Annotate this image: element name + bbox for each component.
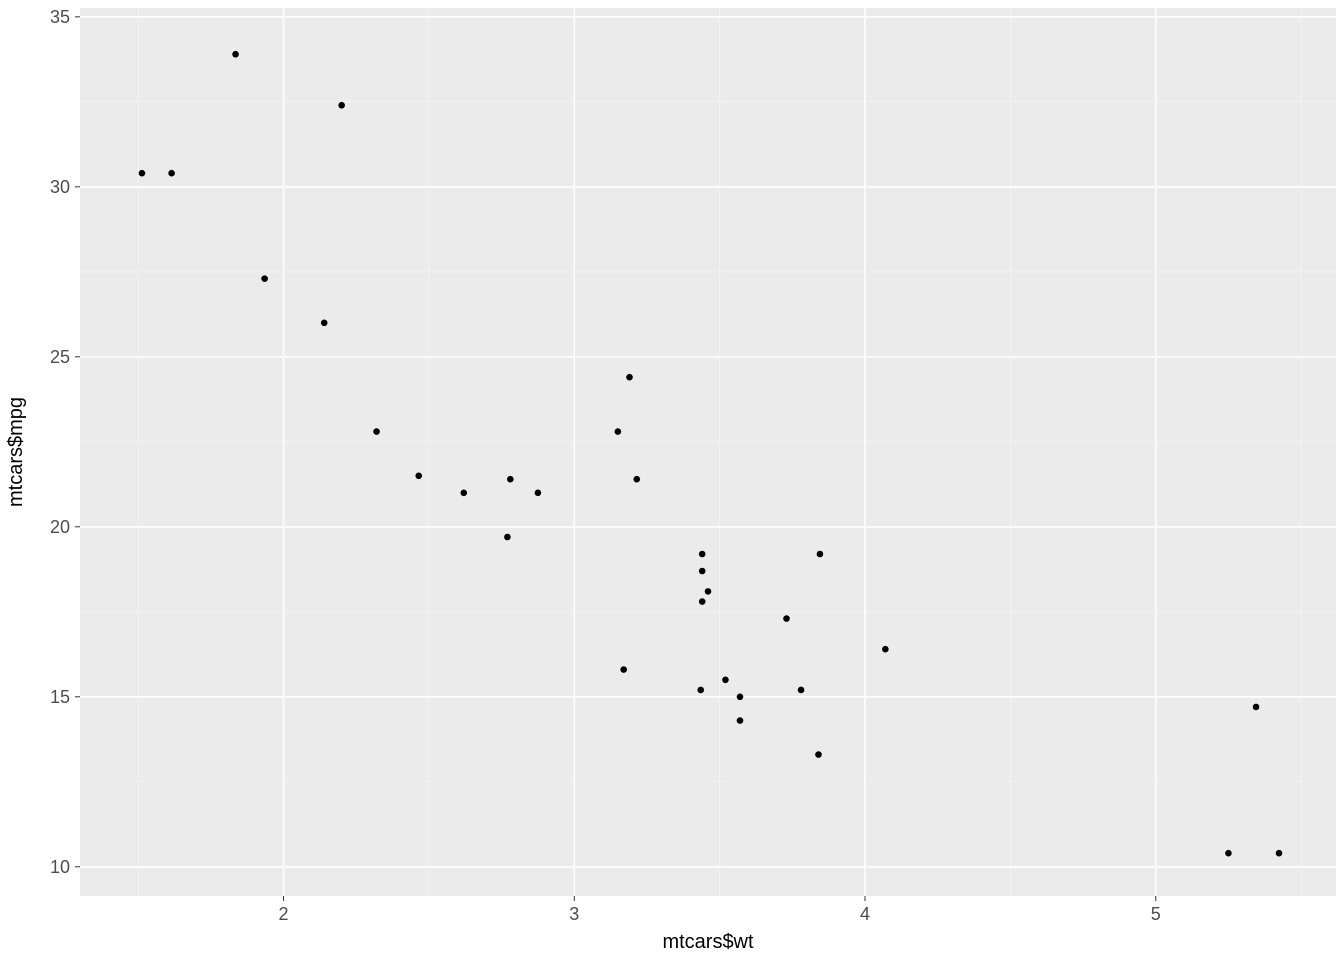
data-point (1276, 850, 1283, 857)
data-point (633, 476, 640, 483)
data-point (139, 170, 146, 177)
y-tick-label: 15 (50, 687, 70, 707)
data-point (815, 751, 822, 758)
y-tick-label: 20 (50, 517, 70, 537)
data-point (1253, 704, 1260, 711)
data-point (737, 717, 744, 724)
data-point (737, 693, 744, 700)
data-point (882, 646, 889, 653)
data-point (507, 476, 514, 483)
data-point (620, 666, 627, 673)
data-point (699, 568, 706, 575)
x-tick-label: 4 (860, 904, 870, 924)
data-point (817, 551, 824, 558)
y-tick-label: 30 (50, 177, 70, 197)
data-point (798, 687, 805, 694)
x-tick-label: 5 (1151, 904, 1161, 924)
data-point (1225, 850, 1232, 857)
data-point (615, 428, 622, 435)
data-point (504, 534, 511, 541)
data-point (699, 598, 706, 605)
data-point (722, 676, 729, 683)
data-point (232, 51, 239, 58)
data-point (373, 428, 380, 435)
y-tick-label: 25 (50, 347, 70, 367)
chart-svg: 2 3 4 5 10 15 20 25 30 35 mtcars$wt mtcars$mpg (0, 0, 1344, 960)
data-point (705, 588, 712, 595)
y-axis-title: mtcars$mpg (5, 397, 27, 507)
plot-panel (80, 8, 1336, 896)
data-point (697, 687, 704, 694)
x-tick-label: 3 (569, 904, 579, 924)
y-tick-label: 10 (50, 857, 70, 877)
data-point (338, 102, 345, 109)
data-point (626, 374, 633, 381)
data-point (699, 551, 706, 558)
x-tick-label: 2 (279, 904, 289, 924)
data-point (321, 320, 328, 327)
y-tick-label: 35 (50, 7, 70, 27)
data-point (168, 170, 175, 177)
x-axis-title: mtcars$wt (662, 931, 754, 953)
data-point (415, 472, 422, 479)
data-point (261, 275, 268, 282)
data-point (535, 489, 542, 496)
scatter-chart: 2 3 4 5 10 15 20 25 30 35 mtcars$wt mtcars$mpg (0, 0, 1344, 960)
data-point (460, 489, 467, 496)
data-point (783, 615, 790, 622)
